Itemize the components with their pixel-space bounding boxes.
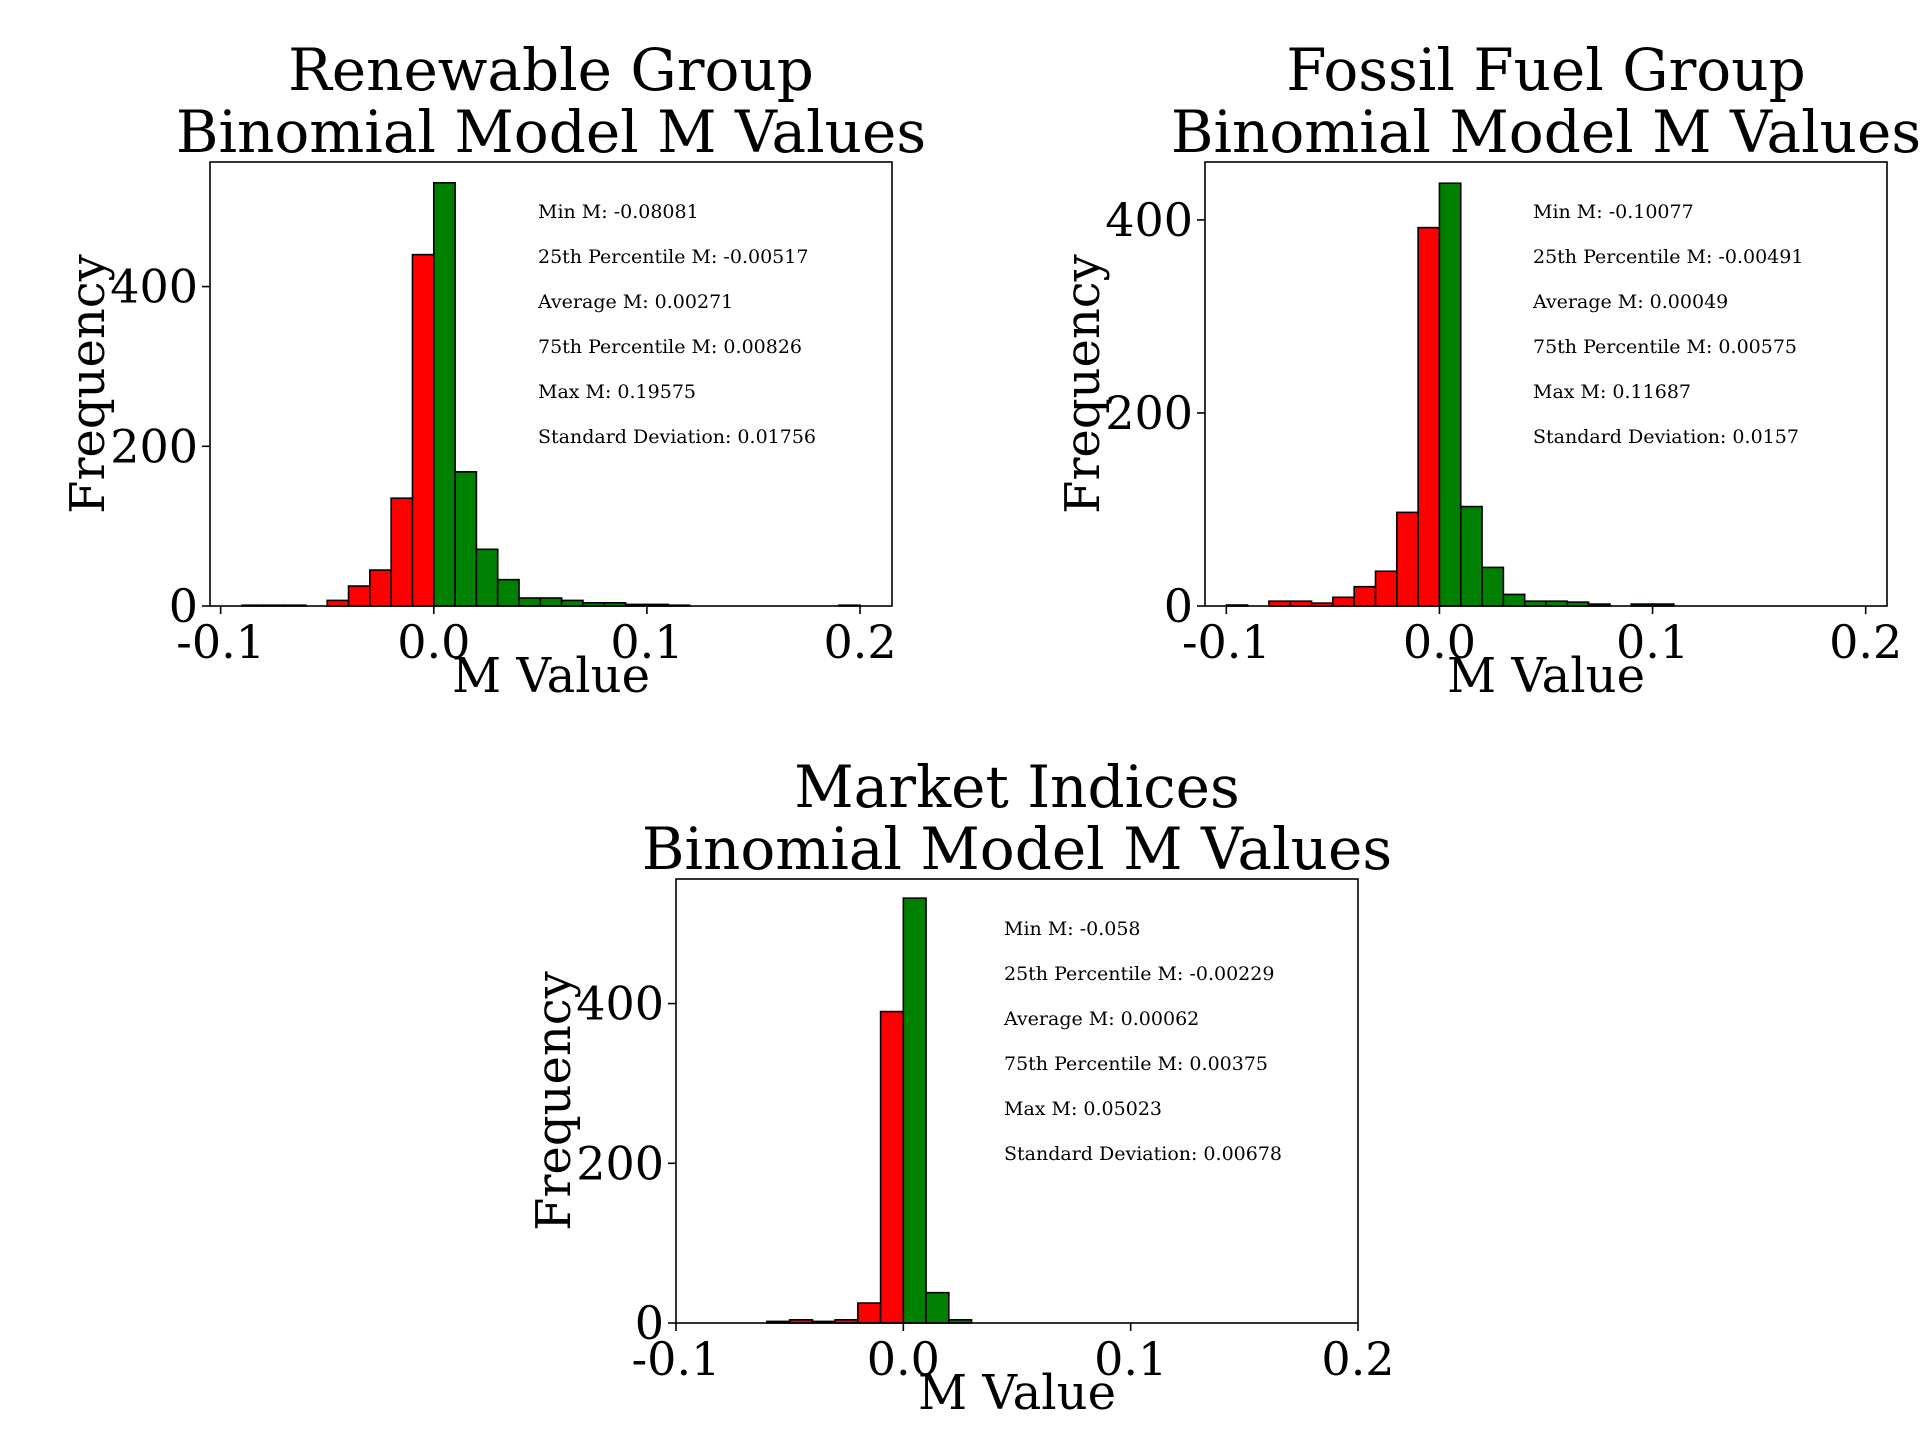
plot-frame bbox=[1204, 161, 1888, 607]
y-tick-label: 200 bbox=[1105, 386, 1193, 440]
x-tick-label: 0.2 bbox=[1829, 615, 1902, 669]
histogram-bar-negative bbox=[879, 1010, 905, 1324]
histogram-bar-positive bbox=[518, 597, 542, 607]
histogram-bar-negative bbox=[390, 497, 414, 607]
y-tick-label: 0 bbox=[635, 1296, 664, 1350]
histogram-bar-positive bbox=[1459, 505, 1483, 607]
x-tick-label: 0.2 bbox=[1321, 1332, 1394, 1386]
histogram-bar-negative bbox=[1396, 511, 1419, 607]
histogram-bar-negative bbox=[347, 585, 371, 607]
histogram-bar-positive bbox=[475, 548, 499, 607]
histogram-bar-negative bbox=[857, 1302, 882, 1324]
stats-annotation-line: Min M: -0.10077 bbox=[1533, 201, 1694, 223]
stats-annotation-line: Max M: 0.05023 bbox=[1004, 1098, 1162, 1120]
histogram-bar-positive bbox=[925, 1291, 950, 1324]
stats-annotation-line: 25th Percentile M: -0.00491 bbox=[1533, 246, 1803, 268]
histogram-bar-negative bbox=[326, 599, 350, 607]
chart-title-line: Market Indices bbox=[794, 753, 1239, 821]
x-tick-label: 0.1 bbox=[610, 615, 683, 669]
y-tick-label: 200 bbox=[110, 419, 198, 473]
x-tick-label: 0.0 bbox=[397, 615, 470, 669]
x-tick-label: 0.1 bbox=[1094, 1332, 1167, 1386]
stats-annotation-line: 25th Percentile M: -0.00229 bbox=[1004, 963, 1274, 985]
stats-annotation-line: Average M: 0.00271 bbox=[537, 291, 733, 313]
histogram-bar-negative bbox=[1353, 585, 1377, 607]
chart-title-line: Binomial Model M Values bbox=[1171, 98, 1921, 166]
histogram-bar-positive bbox=[560, 599, 584, 607]
y-tick-label: 0 bbox=[1164, 579, 1193, 633]
stats-annotation-line: Max M: 0.11687 bbox=[1533, 381, 1691, 403]
stats-annotation-line: 75th Percentile M: 0.00826 bbox=[538, 336, 802, 358]
stats-annotation-line: Standard Deviation: 0.01756 bbox=[538, 426, 816, 448]
plot-frame bbox=[209, 161, 893, 607]
histogram-bar-negative bbox=[369, 569, 392, 607]
y-tick-label: 200 bbox=[576, 1136, 664, 1190]
x-tick-label: 0.1 bbox=[1616, 615, 1689, 669]
y-tick-label: 400 bbox=[110, 260, 198, 314]
x-axis-label: M Value bbox=[918, 1365, 1116, 1417]
stats-annotation-line: 75th Percentile M: 0.00575 bbox=[1533, 336, 1797, 358]
histogram-bar-negative bbox=[411, 253, 435, 607]
histogram-bar-negative bbox=[1417, 226, 1441, 607]
plot-frame bbox=[675, 878, 1359, 1324]
histogram-panel-fossil-fuel: Fossil Fuel Group Binomial Model M Values… bbox=[995, 0, 1932, 700]
histogram-bar-negative bbox=[1374, 570, 1398, 607]
stats-annotation-line: Average M: 0.00062 bbox=[1003, 1008, 1199, 1030]
stats-annotation-line: Standard Deviation: 0.00678 bbox=[1004, 1143, 1282, 1165]
chart-title-line: Binomial Model M Values bbox=[642, 815, 1392, 883]
histogram-bar-positive bbox=[1438, 182, 1462, 607]
x-tick-label: -0.1 bbox=[1182, 615, 1271, 669]
y-tick-label: 0 bbox=[169, 579, 198, 633]
x-tick-label: 0.0 bbox=[1403, 615, 1476, 669]
histogram-bar-positive bbox=[1481, 566, 1505, 607]
y-tick-label: 400 bbox=[576, 977, 664, 1031]
stats-annotation-line: Standard Deviation: 0.0157 bbox=[1533, 426, 1799, 448]
x-tick-label: 0.0 bbox=[867, 1332, 940, 1386]
y-axis-label: Frequency bbox=[60, 254, 116, 514]
x-tick-label: 0.2 bbox=[823, 615, 896, 669]
stats-annotation-line: Min M: -0.058 bbox=[1004, 918, 1141, 940]
chart-title-line: Binomial Model M Values bbox=[176, 98, 926, 166]
x-tick-label: -0.1 bbox=[176, 615, 265, 669]
x-tick-label: -0.1 bbox=[632, 1332, 721, 1386]
y-axis-label: Frequency bbox=[526, 971, 582, 1231]
histogram-panel-market-indices: Market Indices Binomial Model M Values -0.… bbox=[466, 717, 1406, 1417]
histogram-panel-renewable: Renewable Group Binomial Model M Values -0… bbox=[0, 0, 940, 700]
chart-title-line: Renewable Group bbox=[288, 36, 814, 104]
histogram-bar-negative bbox=[1332, 596, 1355, 607]
histogram-bar-positive bbox=[496, 578, 520, 607]
histogram-bar-positive bbox=[902, 897, 927, 1324]
stats-annotation-line: Average M: 0.00049 bbox=[1532, 291, 1728, 313]
chart-title-line: Fossil Fuel Group bbox=[1286, 36, 1805, 104]
x-axis-label: M Value bbox=[1447, 648, 1645, 700]
stats-annotation-line: Min M: -0.08081 bbox=[538, 201, 699, 223]
x-axis-label: M Value bbox=[452, 648, 650, 700]
histogram-bar-positive bbox=[432, 181, 456, 607]
stats-annotation-line: Max M: 0.19575 bbox=[538, 381, 696, 403]
y-tick-label: 400 bbox=[1105, 193, 1193, 247]
stats-annotation-line: 25th Percentile M: -0.00517 bbox=[538, 246, 808, 268]
y-axis-label: Frequency bbox=[1055, 254, 1111, 514]
histogram-bar-positive bbox=[1502, 593, 1526, 607]
histogram-bar-positive bbox=[539, 597, 563, 607]
stats-annotation-line: 75th Percentile M: 0.00375 bbox=[1004, 1053, 1268, 1075]
histogram-bar-positive bbox=[454, 471, 478, 607]
